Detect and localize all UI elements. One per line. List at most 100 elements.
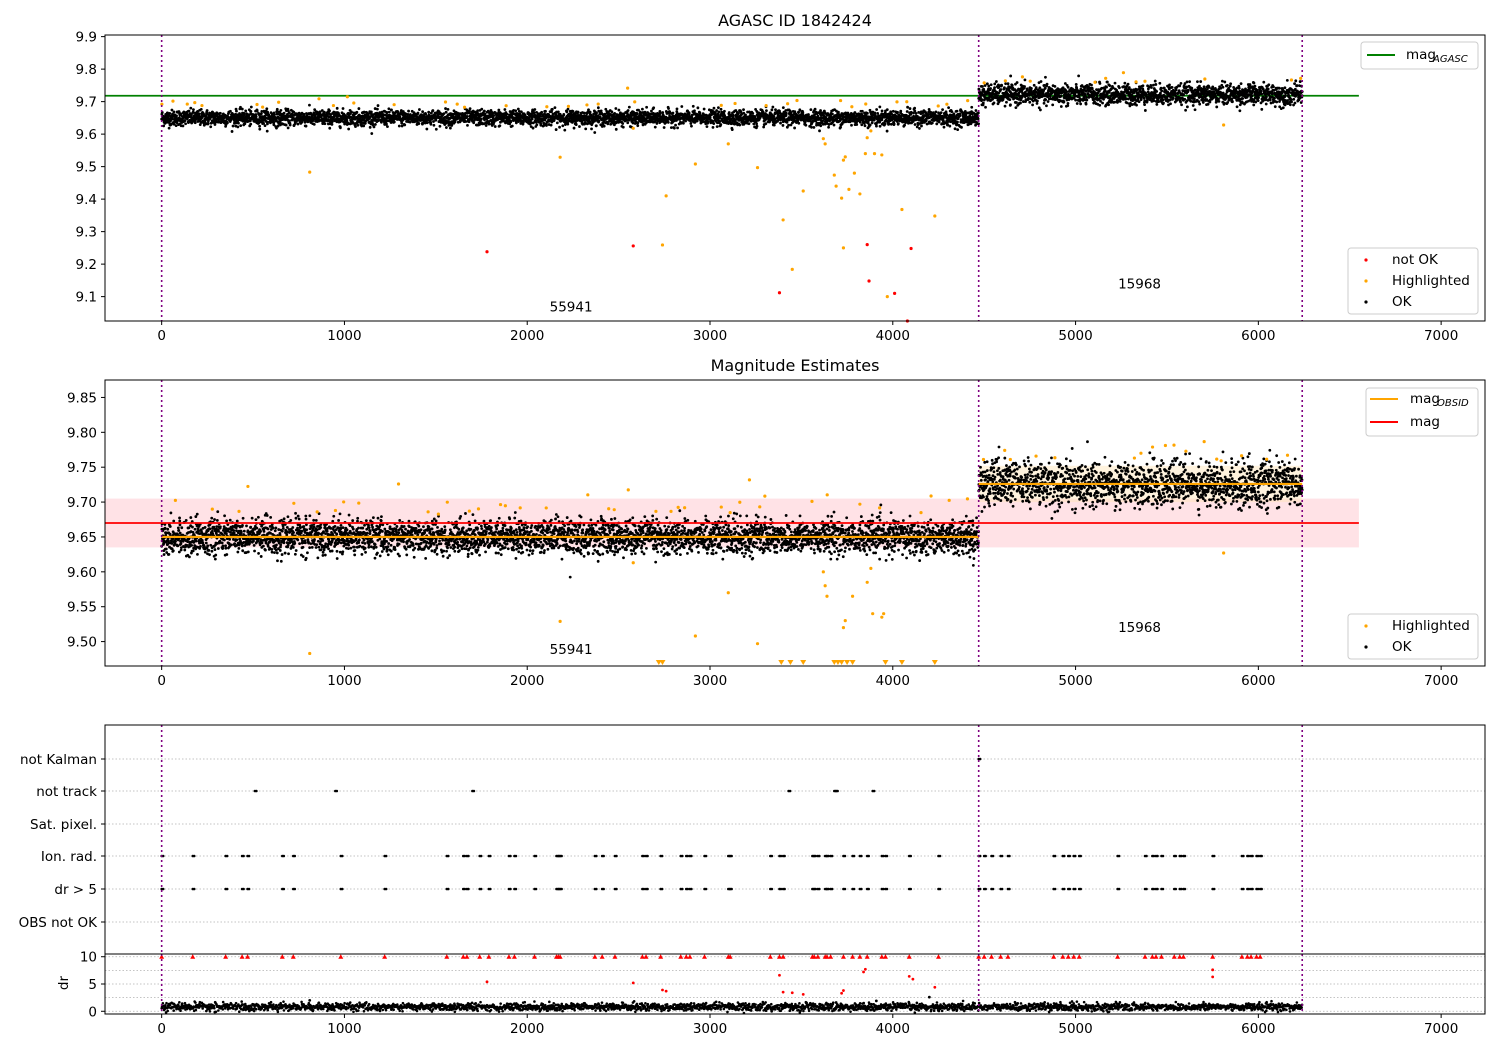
ok-point: [275, 126, 278, 130]
ok-point: [275, 107, 279, 111]
ok-point: [279, 108, 283, 112]
ok-point: [190, 113, 193, 117]
ok-point: [981, 101, 985, 105]
ok-point: [558, 125, 561, 129]
ok-point: [706, 120, 710, 123]
ok-point: [429, 122, 433, 126]
ok-point: [187, 109, 191, 113]
ok-point: [640, 107, 644, 111]
ok-point: [711, 125, 715, 129]
ok-point: [903, 123, 906, 127]
ok-point: [167, 126, 171, 130]
ok-point: [341, 107, 345, 110]
ok-point: [1053, 84, 1057, 88]
ok-point: [318, 110, 322, 114]
ok-point: [590, 127, 593, 131]
ok-point: [302, 112, 306, 116]
ok-point: [360, 124, 364, 128]
ok-point: [444, 110, 448, 114]
ok-point: [239, 124, 243, 128]
ok-point: [1101, 101, 1104, 105]
ok-point: [827, 125, 830, 129]
ok-point: [1003, 86, 1006, 90]
ok-point: [284, 123, 288, 127]
ok-point: [503, 108, 507, 111]
ok-point: [617, 108, 621, 112]
ok-point: [434, 127, 438, 131]
ok-point: [468, 107, 472, 111]
ok-point: [1015, 81, 1019, 84]
ok-point: [1044, 98, 1048, 102]
ok-point: [398, 115, 402, 119]
ok-point: [937, 120, 941, 124]
ok-point: [614, 127, 618, 131]
ok-point: [1038, 86, 1042, 90]
ok-point: [304, 124, 308, 128]
ok-point: [655, 122, 659, 125]
ok-point: [356, 123, 360, 127]
ok-point: [362, 124, 366, 128]
ok-point: [1015, 101, 1018, 104]
ok-point: [1105, 85, 1108, 89]
ok-point: [487, 122, 491, 126]
ok-point: [779, 121, 782, 125]
ok-point: [497, 108, 501, 112]
ok-point: [891, 109, 895, 113]
ok-point: [493, 125, 497, 128]
ok-point: [689, 122, 693, 125]
ok-point: [572, 126, 576, 130]
ok-point: [883, 122, 887, 126]
ok-point: [719, 123, 723, 126]
ok-point: [1143, 103, 1146, 107]
ok-point: [373, 107, 377, 110]
ok-point: [953, 127, 957, 131]
ok-point: [249, 109, 253, 113]
ok-point: [956, 120, 959, 124]
ok-point: [545, 124, 548, 127]
ok-point: [308, 103, 311, 107]
ok-point: [255, 109, 259, 113]
ok-point: [259, 112, 263, 115]
ok-point: [993, 82, 997, 86]
ok-point: [1039, 108, 1042, 112]
ok-point: [675, 107, 679, 111]
ok-point: [1160, 89, 1164, 93]
ok-point: [906, 105, 909, 109]
ok-point: [594, 124, 598, 128]
ok-point: [1154, 83, 1158, 86]
ok-point: [755, 122, 758, 126]
ok-point: [719, 107, 723, 111]
ok-point: [578, 125, 581, 128]
ok-point: [323, 122, 327, 126]
ok-point: [1079, 102, 1083, 106]
ok-point: [765, 109, 768, 113]
ok-point: [1139, 98, 1143, 102]
ok-point: [621, 125, 625, 129]
ok-point: [908, 107, 912, 110]
ok-point: [652, 106, 656, 110]
ok-point: [339, 126, 342, 130]
ok-point: [1090, 87, 1094, 91]
ok-point: [230, 130, 234, 133]
ok-point: [727, 111, 731, 114]
ok-point: [205, 109, 209, 112]
ok-point: [372, 125, 376, 129]
ok-point: [885, 108, 889, 112]
ok-point: [549, 123, 553, 127]
ok-point: [905, 110, 909, 113]
ok-point: [695, 119, 699, 123]
ok-point: [913, 106, 917, 110]
ok-point: [242, 113, 246, 117]
ok-point: [850, 123, 853, 127]
ok-point: [533, 108, 537, 111]
ok-point: [482, 109, 486, 113]
ok-point: [913, 123, 917, 126]
ok-point: [416, 111, 420, 115]
ok-point: [762, 125, 766, 129]
ok-point: [772, 123, 776, 127]
ok-point: [243, 122, 247, 126]
ok-point: [386, 125, 389, 128]
ok-point: [1074, 98, 1078, 102]
ok-point: [421, 110, 425, 114]
